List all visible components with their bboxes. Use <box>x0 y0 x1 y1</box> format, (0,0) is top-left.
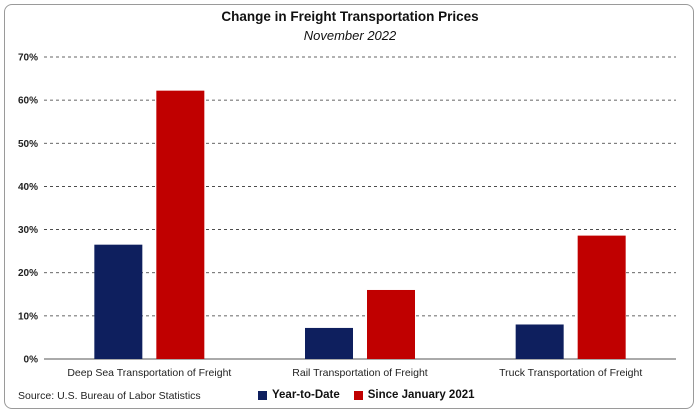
legend-swatch-ytd <box>258 390 267 400</box>
chart-subtitle: November 2022 <box>303 28 397 43</box>
x-category-label: Deep Sea Transportation of Freight <box>67 367 231 379</box>
bar <box>577 235 626 359</box>
legend-item-ytd: Year-to-Date <box>258 389 340 401</box>
x-category-label: Rail Transportation of Freight <box>292 367 427 379</box>
y-tick-label: 50% <box>18 139 38 150</box>
legend-swatch-since-jan-2021 <box>353 390 363 400</box>
bar <box>515 324 564 359</box>
legend: Year-to-Date Since January 2021 <box>258 389 489 401</box>
y-tick-label: 60% <box>18 96 38 107</box>
legend-label-ytd: Year-to-Date <box>272 389 340 401</box>
chart-title: Change in Freight Transportation Prices <box>221 9 479 24</box>
legend-label-since-jan-2021: Since January 2021 <box>367 389 475 401</box>
y-tick-label: 30% <box>18 225 38 236</box>
y-tick-label: 20% <box>18 268 38 279</box>
y-tick-label: 70% <box>18 53 38 64</box>
y-tick-label: 0% <box>24 355 39 366</box>
y-tick-label: 40% <box>18 182 38 193</box>
bar <box>367 289 415 359</box>
bar <box>305 327 353 359</box>
x-category-label: Truck Transportation of Freight <box>499 367 642 379</box>
source-note: Source: U.S. Bureau of Labor Statistics <box>18 390 201 402</box>
legend-item-since-jan-2021: Since January 2021 <box>353 389 475 401</box>
bar <box>156 90 205 359</box>
y-tick-label: 10% <box>18 311 38 322</box>
bar <box>94 244 143 359</box>
